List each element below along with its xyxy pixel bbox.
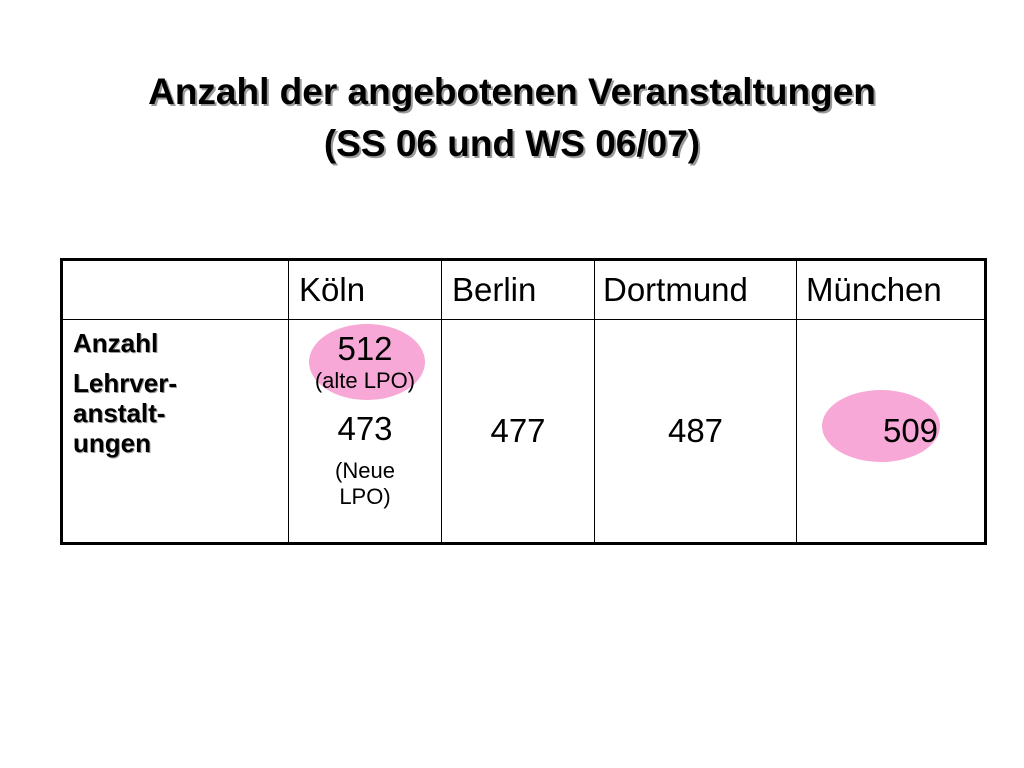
header-cell-berlin: Berlin	[441, 259, 595, 320]
row-label-cell: Anzahl Lehrver- anstalt- ungen	[61, 319, 289, 544]
note-koeln-new-line2: LPO)	[339, 484, 391, 509]
value-koeln-new: 473	[337, 410, 393, 447]
highlight-ellipse-509	[822, 390, 940, 462]
value-dortmund: 487	[667, 412, 724, 449]
highlight-ellipse-512	[309, 324, 425, 400]
header-cell-empty	[61, 259, 289, 320]
value-muenchen: 509	[882, 412, 939, 449]
column-header: Berlin	[452, 271, 537, 308]
cell-berlin: 477	[441, 319, 595, 544]
table-header-row: Köln Berlin Dortmund München	[61, 259, 986, 320]
slide-title: Anzahl der angebotenen Veranstaltungen (…	[0, 66, 1024, 170]
note-koeln-old: (alte LPO)	[314, 368, 416, 393]
value-koeln-old: 512	[337, 330, 393, 367]
cell-koeln: 512 (alte LPO) 473 (Neue LPO)	[288, 319, 442, 544]
cell-dortmund: 487	[594, 319, 797, 544]
cell-muenchen: 509	[796, 319, 986, 544]
header-cell-koeln: Köln	[288, 259, 442, 320]
column-header: München	[806, 271, 942, 308]
events-table: Köln Berlin Dortmund München Anzahl Lehr…	[60, 258, 987, 545]
note-koeln-new-line1: (Neue	[335, 458, 395, 483]
row-label: Anzahl Lehrver- anstalt- ungen	[73, 328, 178, 458]
title-line-2: (SS 06 und WS 06/07)	[323, 123, 701, 164]
value-berlin: 477	[490, 412, 546, 449]
table-row: Anzahl Lehrver- anstalt- ungen 512 (alte…	[61, 319, 986, 544]
title-line-1: Anzahl der angebotenen Veranstaltungen	[148, 71, 876, 112]
header-cell-dortmund: Dortmund	[594, 259, 797, 320]
column-header: Dortmund	[603, 271, 748, 308]
column-header: Köln	[299, 271, 366, 308]
header-cell-muenchen: München	[796, 259, 986, 320]
